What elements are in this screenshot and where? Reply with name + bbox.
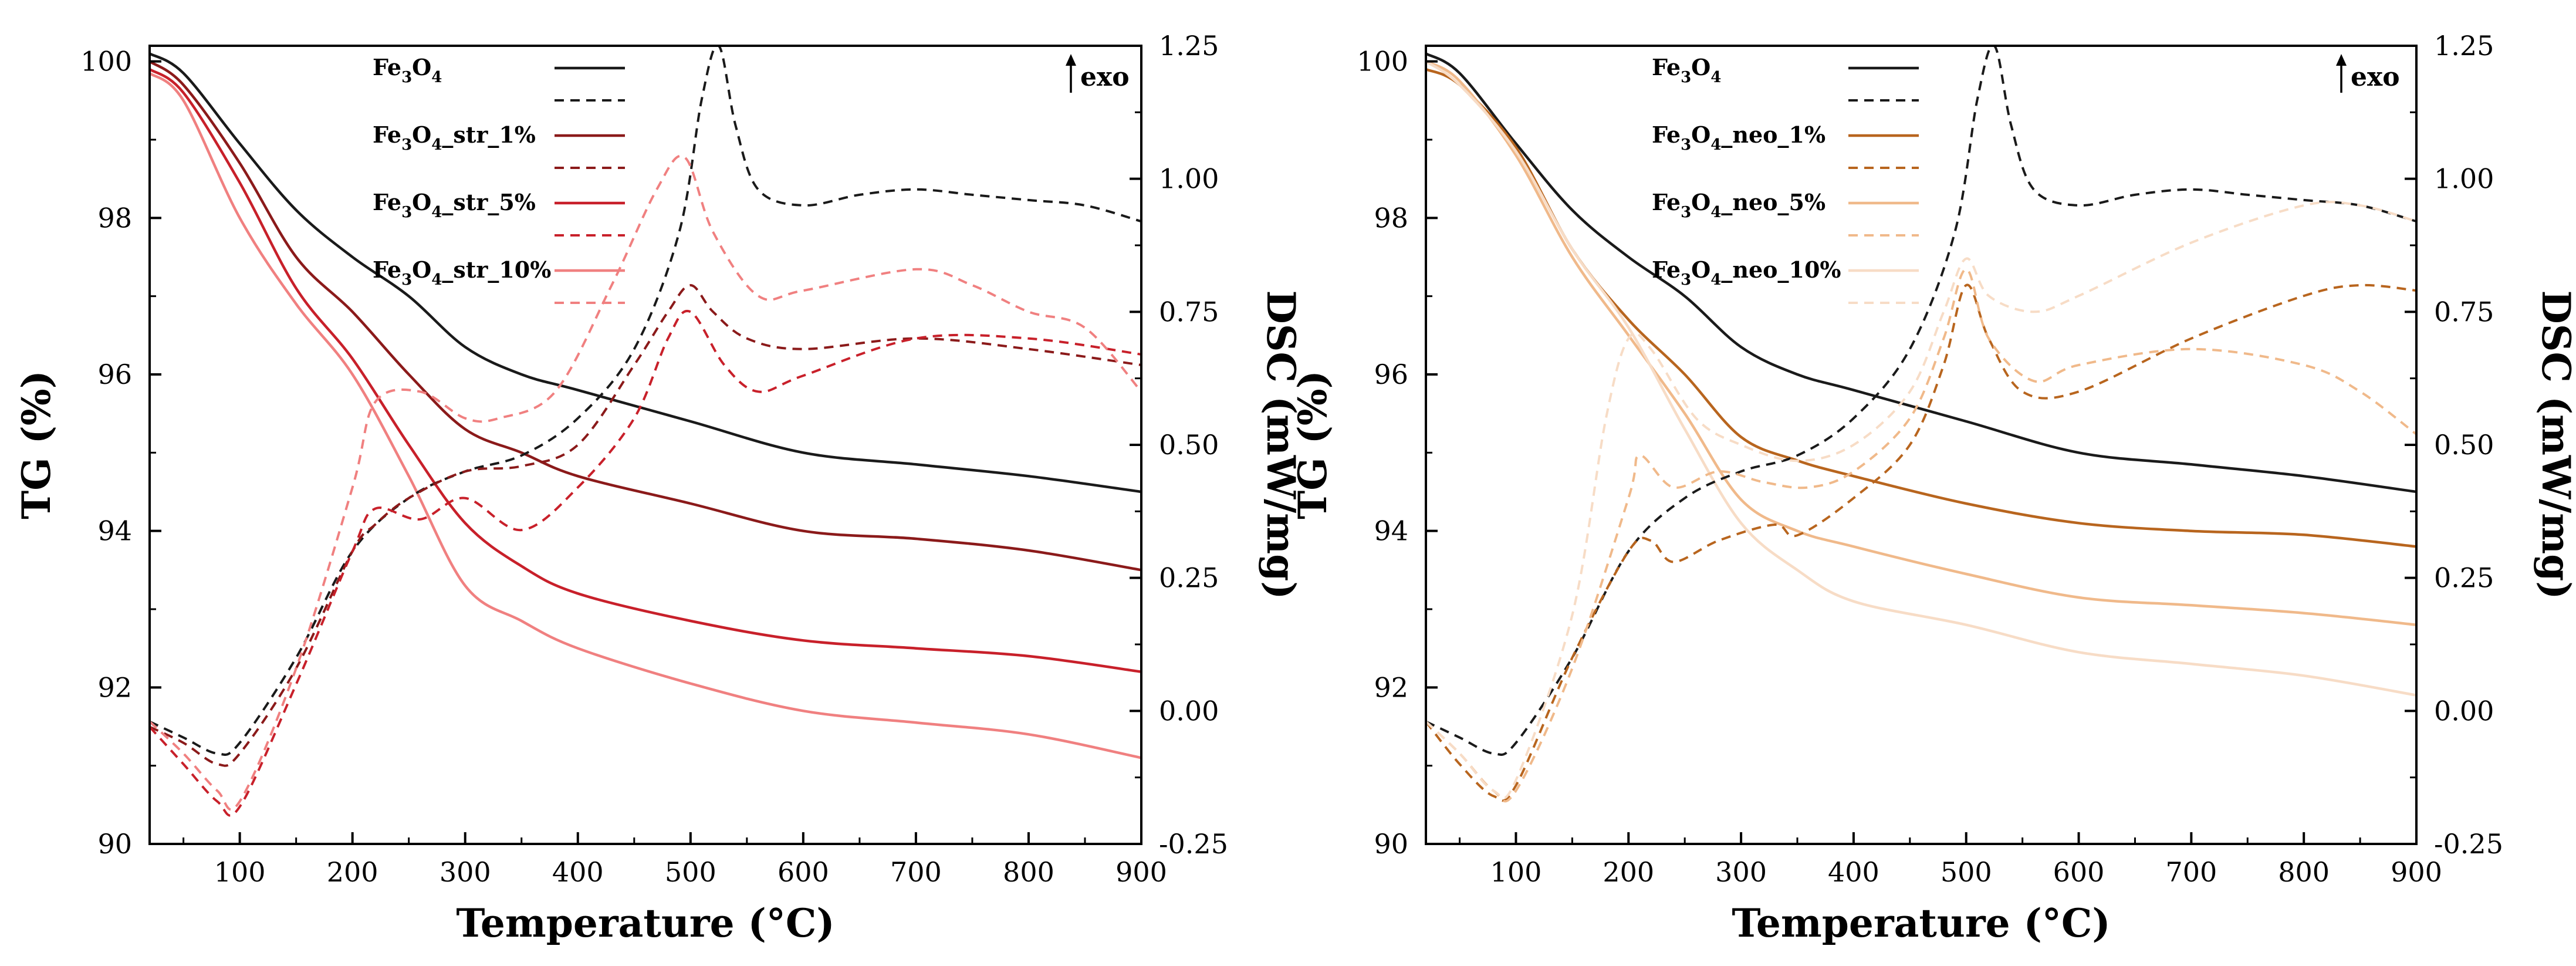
x-tick-label: 500 (1941, 856, 1992, 888)
tg-line-0 (1426, 52, 2416, 494)
y-right-tick-label: -0.25 (1159, 828, 1228, 860)
x-tick-label: 400 (1828, 856, 1879, 888)
dsc-line-4 (1426, 46, 2416, 756)
series-group (1426, 46, 2416, 803)
y-left-tick-label: 96 (97, 359, 132, 390)
legend-label: Fe3O4_str_1% (373, 121, 536, 154)
y-left-axis-title: TG (%) (1290, 370, 1336, 519)
legend-label: Fe3O4_neo_5% (1652, 189, 1825, 221)
y-left-tick-label: 92 (1374, 671, 1408, 703)
x-tick-label: 800 (1003, 856, 1054, 888)
dsc-line-5 (1426, 283, 2416, 802)
y-left-tick-label: 100 (80, 46, 132, 77)
x-tick-label: 900 (1115, 856, 1167, 888)
y-right-tick-label: 1.25 (2434, 30, 2494, 62)
x-axis-title: Temperature (°C) (1732, 900, 2110, 946)
plot-frame (1425, 45, 2418, 845)
exo-label: exo (1080, 62, 1130, 92)
tg-line-1 (150, 60, 1141, 572)
y-right-tick-label: 0.50 (1159, 429, 1219, 461)
y-right-tick-label: 1.00 (1159, 163, 1219, 195)
y-left-tick-label: 92 (97, 671, 132, 703)
y-right-tick-label: 0.00 (2434, 695, 2494, 727)
y-left-tick-label: 94 (97, 515, 132, 547)
x-tick-label: 600 (777, 856, 829, 888)
y-right-tick-label: 0.75 (2434, 296, 2494, 327)
x-tick-label: 500 (665, 856, 716, 888)
x-tick-label: 700 (890, 856, 942, 888)
x-tick-label: 200 (1603, 856, 1654, 888)
x-tick-label: 600 (2053, 856, 2105, 888)
y-left-tick-label: 100 (1357, 46, 1408, 77)
dsc-line-6 (150, 309, 1141, 817)
y-right-tick-label: 0.25 (1159, 562, 1219, 594)
y-right-tick-label: -0.25 (2434, 828, 2503, 860)
x-tick-label: 800 (2278, 856, 2330, 888)
dsc-line-7 (1426, 201, 2416, 799)
y-right-tick-label: 1.00 (2434, 163, 2494, 195)
y-left-tick-label: 94 (1374, 515, 1408, 547)
y-left-tick-label: 98 (97, 202, 132, 234)
y-right-tick-label: 0.25 (2434, 562, 2494, 594)
y-right-tick-label: 0.50 (2434, 429, 2494, 461)
legend-label: Fe3O4_neo_1% (1652, 121, 1825, 154)
x-tick-label: 100 (1490, 856, 1542, 888)
tg-line-3 (1426, 60, 2416, 697)
y-left-tick-label: 90 (97, 828, 132, 860)
tg-line-0 (150, 52, 1141, 494)
dsc-line-5 (150, 283, 1141, 767)
plot-frame (148, 45, 1142, 845)
exo-arrow-head-icon (1066, 54, 1076, 66)
y-left-tick-label: 98 (1374, 202, 1408, 234)
exo-label: exo (2351, 62, 2400, 92)
tg-line-3 (150, 72, 1141, 759)
legend-label: Fe3O4 (1652, 54, 1721, 86)
tg-line-2 (150, 68, 1141, 673)
y-right-axis-title: DSC (mW/mg) (2533, 291, 2576, 600)
chart-panel-left: 100 200 300 400 500 600 700 800 900 90 92 94 96 98 100… (13, 30, 1304, 946)
chart-panel-right: 100 200 300 400 500 600 700 800 900 90 92 94 96 98 100… (1290, 30, 2576, 946)
x-tick-label: 200 (327, 856, 378, 888)
x-tick-label: 400 (552, 856, 604, 888)
dsc-line-6 (1426, 268, 2416, 803)
y-left-tick-label: 96 (1374, 359, 1408, 390)
dsc-line-7 (150, 154, 1141, 811)
x-tick-label: 300 (1715, 856, 1767, 888)
series-group (150, 46, 1141, 817)
tg-line-1 (1426, 67, 2416, 548)
y-right-tick-label: 0.00 (1159, 695, 1219, 727)
x-tick-label: 300 (440, 856, 491, 888)
y-right-tick-label: 0.75 (1159, 296, 1219, 327)
legend-label: Fe3O4 (373, 54, 442, 86)
y-right-axis-title: DSC (mW/mg) (1258, 291, 1304, 600)
tg-line-2 (1426, 60, 2416, 626)
exo-arrow-head-icon (2336, 54, 2347, 66)
dsc-line-4 (150, 46, 1141, 756)
x-tick-label: 900 (2391, 856, 2442, 888)
y-left-tick-label: 90 (1374, 828, 1408, 860)
y-right-tick-label: 1.25 (1159, 30, 1219, 62)
x-tick-label: 100 (214, 856, 266, 888)
y-left-axis-title: TG (%) (13, 370, 59, 519)
legend-label: Fe3O4_str_10% (373, 256, 551, 289)
x-axis-title: Temperature (°C) (456, 900, 834, 946)
x-tick-label: 700 (2165, 856, 2217, 888)
legend-label: Fe3O4_neo_10% (1652, 256, 1841, 289)
legend-label: Fe3O4_str_5% (373, 189, 536, 221)
